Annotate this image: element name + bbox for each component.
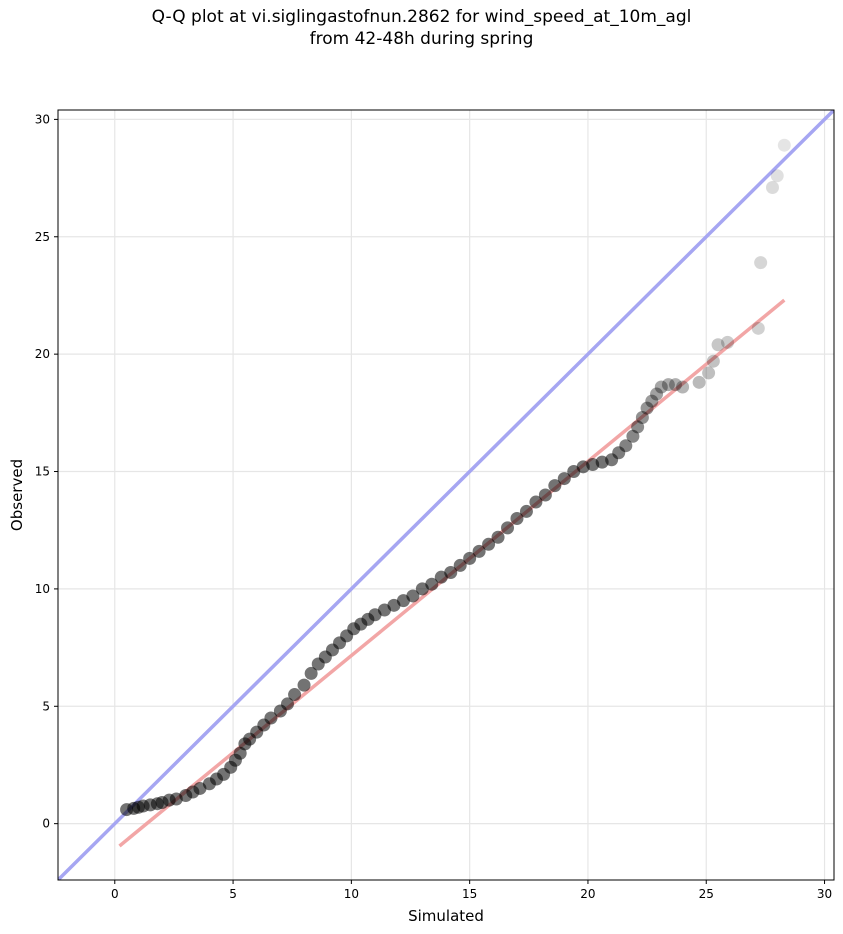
data-point	[304, 666, 318, 680]
chart-title-line-2: from 42-48h during spring	[309, 29, 534, 49]
data-point	[529, 495, 543, 509]
data-point	[668, 378, 682, 392]
data-point	[280, 697, 294, 711]
y-tick-label: 30	[35, 112, 50, 126]
data-point	[635, 411, 649, 425]
quantile-points	[120, 138, 791, 817]
data-point	[619, 439, 633, 453]
data-point	[264, 711, 278, 725]
data-point	[765, 180, 779, 194]
x-tick-label: 20	[580, 887, 595, 901]
x-tick-label: 10	[344, 887, 359, 901]
data-point	[770, 169, 784, 183]
data-point	[640, 401, 654, 415]
data-point	[425, 577, 439, 591]
y-tick-label: 10	[35, 582, 50, 596]
data-point	[661, 378, 675, 392]
data-point	[406, 589, 420, 603]
data-point	[751, 321, 765, 335]
data-point	[612, 446, 626, 460]
y-tick-label: 5	[42, 699, 50, 713]
data-point	[557, 472, 571, 486]
data-point	[519, 504, 533, 518]
data-point	[721, 335, 735, 349]
data-point	[444, 565, 458, 579]
x-tick-label: 5	[229, 887, 237, 901]
y-tick-label: 0	[42, 817, 50, 831]
x-axis-label: Simulated	[408, 907, 484, 925]
x-tick-label: 0	[111, 887, 119, 901]
chart-title: Q-Q plot at vi.siglingastofnun.2862 for …	[0, 6, 843, 50]
x-tick-label: 15	[462, 887, 477, 901]
data-point	[711, 338, 725, 352]
data-point	[777, 138, 791, 152]
data-point	[702, 366, 716, 380]
data-point	[645, 394, 659, 408]
data-point	[650, 387, 664, 401]
y-tick-label: 15	[35, 465, 50, 479]
data-point	[501, 521, 515, 535]
data-point	[754, 256, 768, 270]
data-point	[631, 420, 645, 434]
y-tick-label: 25	[35, 230, 50, 244]
identity-line	[58, 110, 834, 880]
data-point	[297, 678, 311, 692]
data-point	[472, 544, 486, 558]
x-tick-label: 25	[699, 887, 714, 901]
data-point	[463, 551, 477, 565]
data-point	[288, 688, 302, 702]
axis-ticks: 0 5 10 15 20 25 30 0 5 10 15 20 25 30	[35, 112, 832, 901]
y-axis-label: Observed	[8, 459, 26, 531]
data-point	[548, 479, 562, 493]
data-point	[538, 488, 552, 502]
data-point	[654, 380, 668, 394]
reference-lines	[58, 110, 834, 880]
data-point	[453, 558, 467, 572]
data-point	[491, 530, 505, 544]
data-point	[626, 429, 640, 443]
data-point	[692, 375, 706, 389]
y-tick-label: 20	[35, 347, 50, 361]
plot-frame	[57, 109, 835, 881]
x-tick-label: 30	[817, 887, 832, 901]
data-point	[510, 511, 524, 525]
data-point	[706, 354, 720, 368]
chart-title-line-1: Q-Q plot at vi.siglingastofnun.2862 for …	[151, 7, 692, 27]
data-point	[482, 537, 496, 551]
data-point	[676, 380, 690, 394]
